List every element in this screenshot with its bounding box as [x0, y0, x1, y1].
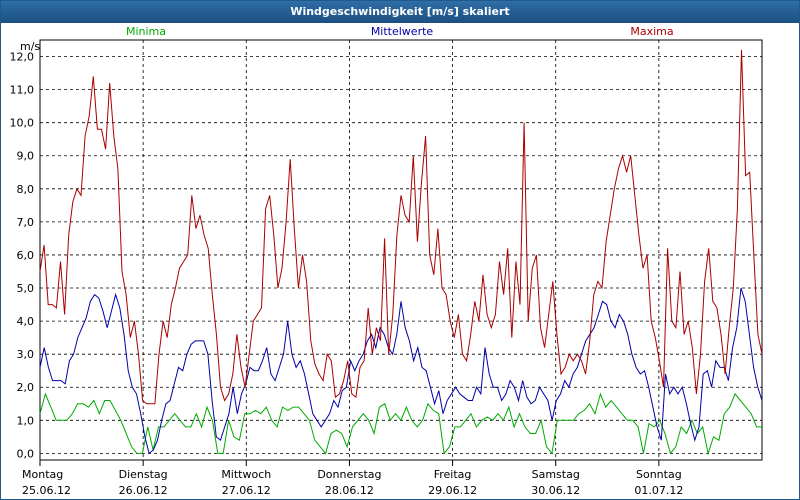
grid [40, 40, 762, 460]
y-tick-label: 9,0 [17, 150, 35, 163]
plot-area [39, 39, 763, 461]
y-tick-label: 10,0 [10, 117, 35, 130]
y-tick-label: 12,0 [10, 51, 35, 64]
y-tick-label: 3,0 [17, 348, 35, 361]
series-line-maxima [39, 49, 763, 405]
x-tick-day: Mittwoch [221, 468, 271, 481]
legend-mittelwerte: Mittelwerte [371, 25, 434, 38]
y-tick-label: 1,0 [17, 414, 35, 427]
x-tick-date: 26.06.12 [119, 484, 168, 497]
x-tick-date: 30.06.12 [531, 484, 580, 497]
y-tick-label: 11,0 [10, 84, 35, 97]
x-tick-date: 28.06.12 [325, 484, 374, 497]
x-tick-date: 27.06.12 [222, 484, 271, 497]
x-tick-date: 25.06.12 [22, 484, 71, 497]
x-tick-day: Montag [22, 468, 63, 481]
y-tick-label: 2,0 [17, 381, 35, 394]
y-tick-label: 7,0 [17, 216, 35, 229]
legend-maxima: Maxima [630, 25, 673, 38]
y-tick-label: 5,0 [17, 282, 35, 295]
x-tick-day: Sonntag [636, 468, 682, 481]
x-tick-labels: Montag 25.06.12 Dienstag 26.06.12 Mittwoch 27… [22, 460, 683, 497]
x-tick-day: Dienstag [119, 468, 168, 481]
x-tick-day: Samstag [532, 468, 580, 481]
x-tick-date: 01.07.12 [634, 484, 683, 497]
x-tick-day: Freitag [434, 468, 472, 481]
y-axis-label: m/s [20, 40, 40, 53]
x-tick-date: 29.06.12 [428, 484, 477, 497]
series-line-mittelwerte [39, 287, 763, 455]
series-lines [39, 49, 763, 456]
window-title: Windgeschwindigkeit [m/s] skaliert [1, 1, 799, 23]
x-tick-day: Donnerstag [317, 468, 381, 481]
y-tick-label: 8,0 [17, 183, 35, 196]
legend: Minima Mittelwerte Maxima [126, 25, 674, 38]
y-tick-label: 4,0 [17, 315, 35, 328]
y-tick-label: 6,0 [17, 249, 35, 262]
y-tick-label: 0,0 [17, 447, 35, 460]
legend-minima: Minima [126, 25, 166, 38]
y-tick-labels: 0,0 1,0 2,0 3,0 4,0 5,0 6,0 7,0 8,0 9,0 10,0 11,0 12… [10, 51, 35, 461]
